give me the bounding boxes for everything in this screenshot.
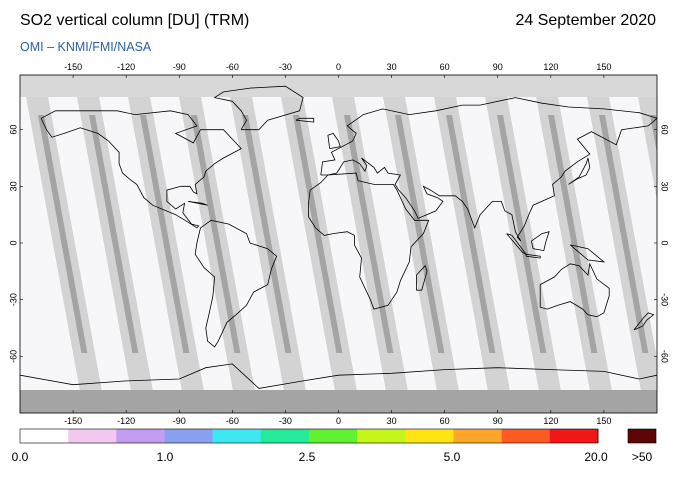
lon-tick-label-bottom: 90 [493,416,503,426]
coastline [570,244,606,263]
colorbar-segment [68,429,117,443]
swath-overlap [140,115,190,353]
lon-tick-label-bottom: 60 [440,416,450,426]
orbit-swaths [22,75,657,413]
colorbar-segment [20,429,69,443]
north-polar-cap [20,75,657,97]
lon-tick-label-top: 60 [440,62,450,72]
colorbar-segment [453,429,503,443]
colorbar-segment [116,429,165,443]
colorbar-segment [309,429,358,443]
lon-tick-label-bottom: -60 [226,416,239,426]
lat-tick-label-right: -30 [660,293,670,306]
swath-overlap [38,115,88,353]
lon-tick-label-top: 150 [596,62,611,72]
lat-tick-label-right: 60 [660,125,670,135]
coastline [188,201,208,206]
colorbar-label: 0.0 [12,450,29,464]
lon-tick-label-top: 90 [493,62,503,72]
lat-tick-label-left: 30 [8,181,18,191]
colorbar-segment [357,429,406,443]
colorbar-labels: 0.0 1.0 2.5 5.0 20.0 >50 [12,450,653,464]
swath-overlap [446,115,496,353]
coastlines [20,85,657,389]
lat-tick-label-right: 30 [660,181,670,191]
swath-overlap [650,115,657,154]
lon-tick-label-bottom: 120 [543,416,558,426]
coastline [525,253,541,259]
polar-caps [20,75,657,413]
lon-tick-label-top: -60 [226,62,239,72]
coastline [295,117,315,123]
colorbar-segment [405,429,454,443]
lon-tick-label-bottom: 0 [336,416,341,426]
map-ticks: -150 -150 -120 -120 -90 -90 -60 -60 -30 -30 0 0 30 30… [8,62,669,426]
lon-tick-label-top: 30 [387,62,397,72]
lon-tick-label-bottom: -90 [173,416,186,426]
coastline [531,231,550,252]
colorbar-label: 20.0 [584,450,608,464]
lat-tick-label-left: -30 [8,293,18,306]
lon-tick-label-top: -150 [64,62,82,72]
colorbar-segment [501,429,551,443]
swath-overlap [89,115,139,353]
lat-tick-label-right: 0 [660,240,670,245]
colorbar-segment [164,429,214,443]
colorbar-segment [212,429,262,443]
swath-overlap [599,115,649,353]
coastline [320,97,657,242]
lon-tick-label-bottom: -120 [117,416,135,426]
coastline [213,85,304,131]
lon-tick-label-bottom: 30 [387,416,397,426]
lat-tick-label-left: -60 [8,350,18,363]
coastline [416,264,428,291]
coastline [20,363,657,389]
colorbar-label: >50 [632,450,653,464]
colorbar-label: 2.5 [299,450,316,464]
colorbar-overflow-swatch [627,428,657,444]
lon-tick-label-bottom: 150 [596,416,611,426]
lon-tick-label-top: 120 [543,62,558,72]
coastline [568,157,591,185]
map-title: SO2 vertical column [DU] (TRM) [20,12,250,29]
lat-tick-label-left: 60 [8,125,18,135]
swath-overlap [395,115,445,353]
coastline [194,219,278,348]
swath-overlap [293,115,343,353]
lon-tick-label-top: 0 [336,62,341,72]
colorbar-segment [549,429,599,443]
swath-overlap [242,115,292,353]
colorbar-gradient [19,428,599,444]
lon-tick-label-top: -30 [279,62,292,72]
map-date: 24 September 2020 [515,12,656,29]
colorbar-label: 5.0 [444,450,461,464]
lat-tick-label-left: 0 [8,240,18,245]
swath-overlap [497,115,547,353]
lon-tick-label-top: -90 [173,62,186,72]
lat-tick-label-right: -60 [660,350,670,363]
lon-tick-label-top: -120 [117,62,135,72]
credit-line: OMI – KNMI/FMI/NASA [20,40,152,54]
lon-tick-label-bottom: -30 [279,416,292,426]
coastline [539,262,610,318]
colorbar-label: 1.0 [157,450,174,464]
colorbar-segment [260,429,310,443]
orbit-swath [634,75,657,201]
coastline [633,312,655,331]
lon-tick-label-bottom: -150 [64,416,82,426]
swath-overlap [191,115,241,353]
coastline [40,110,242,229]
south-polar-cap [20,390,657,413]
colorbar-outline [19,428,599,444]
coastline [327,132,341,149]
coastline [308,172,430,310]
swath-overlap [548,115,598,353]
